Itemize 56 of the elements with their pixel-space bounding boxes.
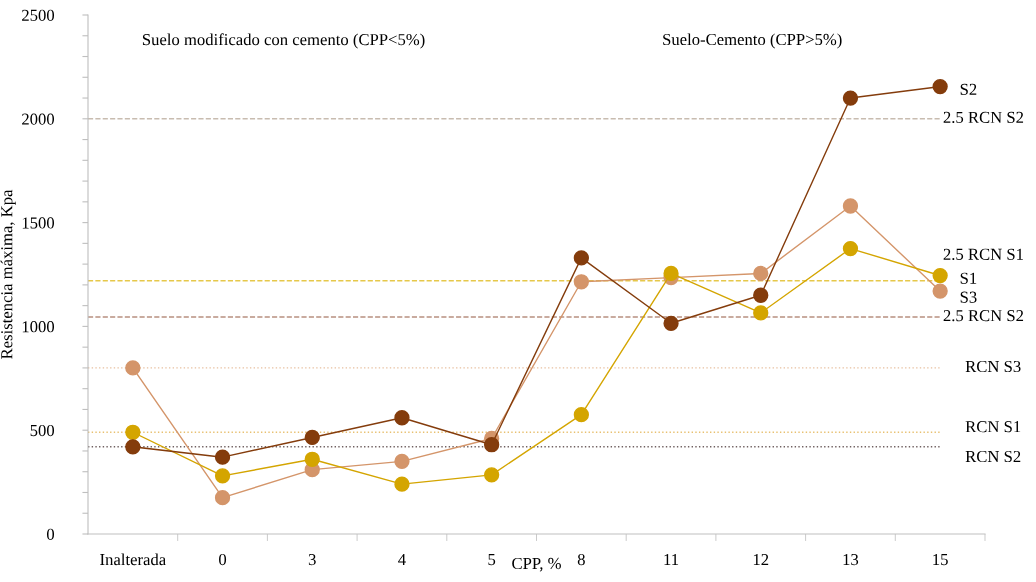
point (484, 467, 500, 483)
x-tick-label: 13 (843, 553, 859, 566)
x-tick-label: 5 (488, 554, 496, 566)
series-label: S2 (960, 83, 977, 95)
series-label: S3 (960, 291, 977, 303)
point (842, 240, 859, 257)
point (573, 274, 589, 290)
point (304, 451, 320, 467)
ref-line-label: RCN S3 (965, 360, 1021, 373)
x-tick-label: 15 (933, 554, 948, 566)
point (663, 265, 679, 282)
ref-line-label: 2.5 RCN S1 (943, 248, 1023, 260)
point (573, 250, 589, 266)
x-tick-label: 0 (219, 553, 227, 566)
point (753, 287, 769, 303)
y-tick-label: 2000 (22, 113, 55, 125)
y-tick-label: 0 (46, 528, 55, 540)
point (753, 265, 769, 282)
annotation: Suelo modificado con cemento (CPP<5%) (142, 33, 425, 49)
y-tick-label: 1500 (22, 217, 55, 229)
point (842, 90, 859, 106)
point (214, 490, 231, 506)
y-tick-label: 500 (30, 424, 55, 437)
point (573, 406, 589, 423)
ref-line-label: 2.5 RCN S2 (943, 310, 1024, 322)
x-tick-label: 4 (398, 554, 406, 566)
point (932, 78, 948, 95)
x-tick-label: 8 (577, 553, 585, 566)
point (394, 410, 410, 426)
ref-line-label: 2.5 RCN S2 (943, 111, 1024, 124)
x-tick-label: 12 (753, 553, 769, 566)
point (394, 476, 410, 492)
point (753, 305, 769, 321)
point (932, 283, 948, 299)
y-tick-label: 1000 (22, 321, 55, 333)
point (304, 429, 320, 446)
y-tick-label: 2500 (22, 9, 55, 21)
x-tick-label: 11 (664, 554, 679, 566)
point (214, 468, 231, 484)
x-tick-label: 3 (308, 553, 316, 566)
x-axis-title: CPP, % (512, 557, 561, 572)
x-tick-label: Inalterada (100, 553, 166, 566)
point (842, 198, 859, 214)
ref-line-label: RCN S2 (965, 450, 1021, 463)
annotation: Suelo-Cemento (CPP>5%) (663, 33, 842, 49)
point (125, 424, 141, 440)
point (932, 267, 948, 284)
point (663, 315, 679, 331)
point (394, 453, 410, 469)
point (125, 439, 141, 455)
y-axis-title: Resistencia máxima, Kpa (0, 189, 16, 359)
series-label: S1 (960, 272, 977, 284)
point (484, 437, 500, 453)
point (214, 449, 231, 465)
point (125, 360, 141, 376)
ref-line-label: RCN S1 (965, 421, 1021, 433)
